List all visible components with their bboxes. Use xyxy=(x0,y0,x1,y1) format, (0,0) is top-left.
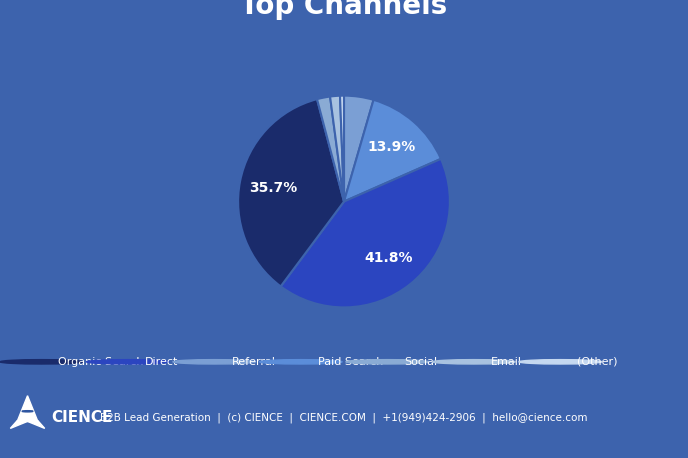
Text: Social: Social xyxy=(405,357,438,367)
Polygon shape xyxy=(28,420,45,428)
Text: 35.7%: 35.7% xyxy=(249,181,297,195)
Text: Email: Email xyxy=(491,357,522,367)
Circle shape xyxy=(87,360,169,364)
Text: (Other): (Other) xyxy=(577,357,618,367)
Circle shape xyxy=(346,360,429,364)
Polygon shape xyxy=(17,396,38,421)
Text: 13.9%: 13.9% xyxy=(367,140,416,154)
Circle shape xyxy=(0,360,83,364)
Circle shape xyxy=(433,360,515,364)
Title: Top Channels: Top Channels xyxy=(240,0,448,20)
Wedge shape xyxy=(330,96,344,202)
Text: Referral: Referral xyxy=(231,357,275,367)
Text: CIENCE: CIENCE xyxy=(52,410,113,425)
Circle shape xyxy=(519,360,601,364)
Circle shape xyxy=(22,411,33,412)
Text: Paid Search: Paid Search xyxy=(318,357,383,367)
Wedge shape xyxy=(317,97,344,202)
Circle shape xyxy=(259,360,342,364)
Text: Direct: Direct xyxy=(145,357,178,367)
Wedge shape xyxy=(344,96,374,202)
Wedge shape xyxy=(344,100,441,202)
Text: 41.8%: 41.8% xyxy=(365,251,413,265)
Text: B2B Lead Generation  |  (c) CIENCE  |  CIENCE.COM  |  +1(949)424-2906  |  hello@: B2B Lead Generation | (c) CIENCE | CIENC… xyxy=(100,412,588,423)
Polygon shape xyxy=(10,420,28,428)
Circle shape xyxy=(173,360,255,364)
Wedge shape xyxy=(238,99,344,286)
Wedge shape xyxy=(340,96,344,202)
Text: Organic Search: Organic Search xyxy=(58,357,144,367)
Wedge shape xyxy=(281,159,450,307)
